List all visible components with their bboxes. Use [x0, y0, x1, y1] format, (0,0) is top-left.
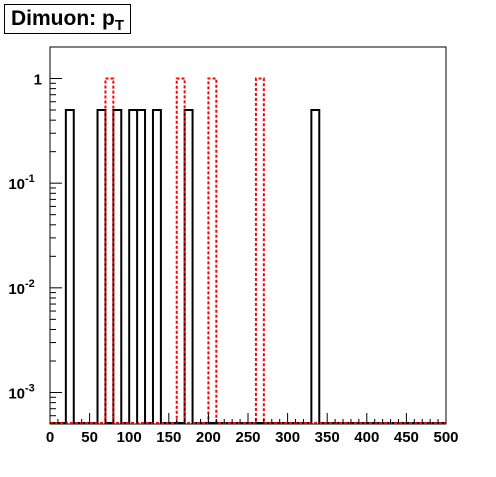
histogram-bin-0-7	[311, 110, 319, 423]
histogram-bin-0-2	[113, 110, 121, 423]
histogram-bin-1-2	[208, 79, 216, 423]
y-tick-label: 10 -1	[8, 173, 34, 193]
x-tick-label: 250	[235, 429, 260, 446]
x-tick-label: 100	[117, 429, 142, 446]
chart-title-subscript: T	[114, 16, 124, 34]
y-tick-base: 10	[8, 385, 25, 402]
x-tick-label: 0	[46, 429, 54, 446]
x-tick-label: 150	[156, 429, 181, 446]
x-tick-label: 50	[81, 429, 98, 446]
x-tick-label: 400	[354, 429, 379, 446]
y-tick-exponent: -1	[25, 173, 35, 185]
histogram-bin-1-0	[105, 79, 113, 423]
y-tick-label: 10 -2	[8, 278, 34, 298]
y-tick-label: 10 -3	[8, 382, 34, 402]
y-tick-exponent: -3	[25, 382, 35, 394]
histogram-line-1	[50, 77, 446, 424]
histogram-series-1	[50, 77, 446, 424]
x-tick-label: 350	[315, 429, 340, 446]
histogram-line-0	[50, 109, 446, 424]
y-tick-base: 10	[8, 281, 25, 298]
histogram-series-0	[50, 109, 446, 424]
histogram-bin-0-0	[66, 110, 74, 423]
histogram-bin-1-3	[256, 79, 264, 423]
histogram-bin-0-6	[185, 110, 193, 423]
y-tick-base: 10	[8, 176, 25, 193]
histogram-bin-0-3	[129, 110, 137, 423]
y-tick-exponent: -2	[25, 278, 35, 290]
y-tick-label: 1	[34, 72, 42, 89]
series-layer	[50, 77, 446, 424]
x-tick-label: 450	[394, 429, 419, 446]
x-tick-label: 500	[433, 429, 458, 446]
histogram-bin-0-5	[153, 110, 161, 423]
chart-title: Dimuon: p	[11, 7, 115, 30]
plot-frame	[49, 46, 447, 425]
histogram-bin-1-1	[177, 79, 185, 423]
x-tick-label: 200	[196, 429, 221, 446]
histogram-bin-0-1	[98, 110, 106, 423]
histogram-bin-0-4	[137, 110, 145, 423]
x-tick-label: 300	[275, 429, 300, 446]
